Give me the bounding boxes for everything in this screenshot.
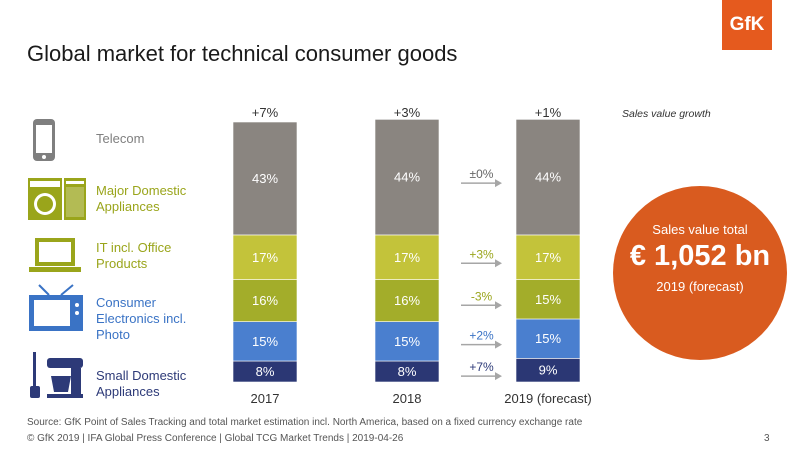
category-consumer-electronics: Consumer Electronics incl. Photo (96, 295, 187, 342)
category-major-domestic-appliances: Major Domestic Appliances (96, 183, 187, 214)
category-small-domestic-appliances: Small Domestic Appliances (96, 368, 187, 399)
growth-arrow-head (495, 301, 502, 310)
bar-segment-consumer-electronics-incl-photo-0 (232, 321, 298, 362)
growth-arrow-head (495, 259, 502, 268)
category-it-office-products: IT incl. Office Products (96, 240, 172, 271)
gfk-logo: GfK (722, 0, 772, 50)
growth-arrow-head (495, 340, 502, 349)
bar-segment-major-domestic-appliances-0 (232, 234, 298, 280)
data-label: 17% (535, 250, 561, 265)
bar-segment-major-domestic-appliances-2 (515, 234, 581, 280)
x-tick-label: 2017 (251, 391, 280, 406)
smartphone-icon (33, 119, 55, 161)
data-label: 15% (535, 292, 561, 307)
data-label: 15% (252, 334, 278, 349)
data-label: 16% (394, 293, 420, 308)
growth-arrow-head (495, 179, 502, 188)
segment-growth-label: ±0% (470, 167, 494, 181)
growth-label-top: +1% (535, 105, 562, 120)
bar-segment-it-incl-office-products-0 (232, 279, 298, 322)
footer: © GfK 2019 | IFA Global Press Conference… (27, 433, 404, 444)
page-title: Global market for technical consumer goo… (27, 41, 458, 66)
bar-segment-telecom-0 (232, 121, 298, 236)
segment-growth-label: +2% (469, 329, 494, 343)
growth-label-top: +7% (252, 105, 279, 120)
segment-growth-label: +3% (469, 247, 494, 261)
sales-total-label: Sales value total (652, 222, 748, 237)
data-label: 17% (394, 250, 420, 265)
sales-total-period: 2019 (forecast) (656, 279, 744, 294)
data-label: 15% (535, 331, 561, 346)
data-label: 43% (252, 171, 278, 186)
data-label: 9% (539, 363, 558, 378)
x-tick-label: 2019 (forecast) (504, 391, 591, 406)
growth-label-top: +3% (394, 105, 421, 120)
data-label: 44% (535, 170, 561, 185)
data-label: 16% (252, 293, 278, 308)
bar-segment-it-incl-office-products-2 (515, 279, 581, 320)
data-label: 15% (394, 334, 420, 349)
segment-growth-label: +7% (469, 360, 494, 374)
x-tick-label: 2018 (393, 391, 422, 406)
segment-growth-label: -3% (471, 289, 493, 303)
data-label: 8% (398, 364, 417, 379)
data-label: 44% (394, 170, 420, 185)
data-label: 17% (252, 250, 278, 265)
washing-machine-icon (28, 178, 86, 220)
growth-arrow-head (495, 372, 502, 381)
source-note: Source: GfK Point of Sales Tracking and … (27, 417, 583, 428)
growth-note: Sales value growth (622, 108, 711, 120)
category-telecom: Telecom (96, 131, 145, 146)
bar-segment-it-incl-office-products-1 (374, 279, 440, 322)
small-appliances-icon (30, 352, 83, 398)
sales-total-circle: Sales value total € 1,052 bn 2019 (forec… (613, 186, 787, 360)
bar-segment-consumer-electronics-incl-photo-2 (515, 318, 581, 359)
laptop-icon (29, 238, 81, 272)
bar-segment-consumer-electronics-incl-photo-1 (374, 321, 440, 362)
bar-segment-telecom-1 (374, 119, 440, 236)
data-label: 8% (256, 364, 275, 379)
television-icon (29, 284, 83, 331)
bar-segment-major-domestic-appliances-1 (374, 234, 440, 280)
page-number: 3 (764, 433, 770, 444)
bar-segment-telecom-2 (515, 119, 581, 236)
sales-total-value: € 1,052 bn (629, 240, 771, 272)
